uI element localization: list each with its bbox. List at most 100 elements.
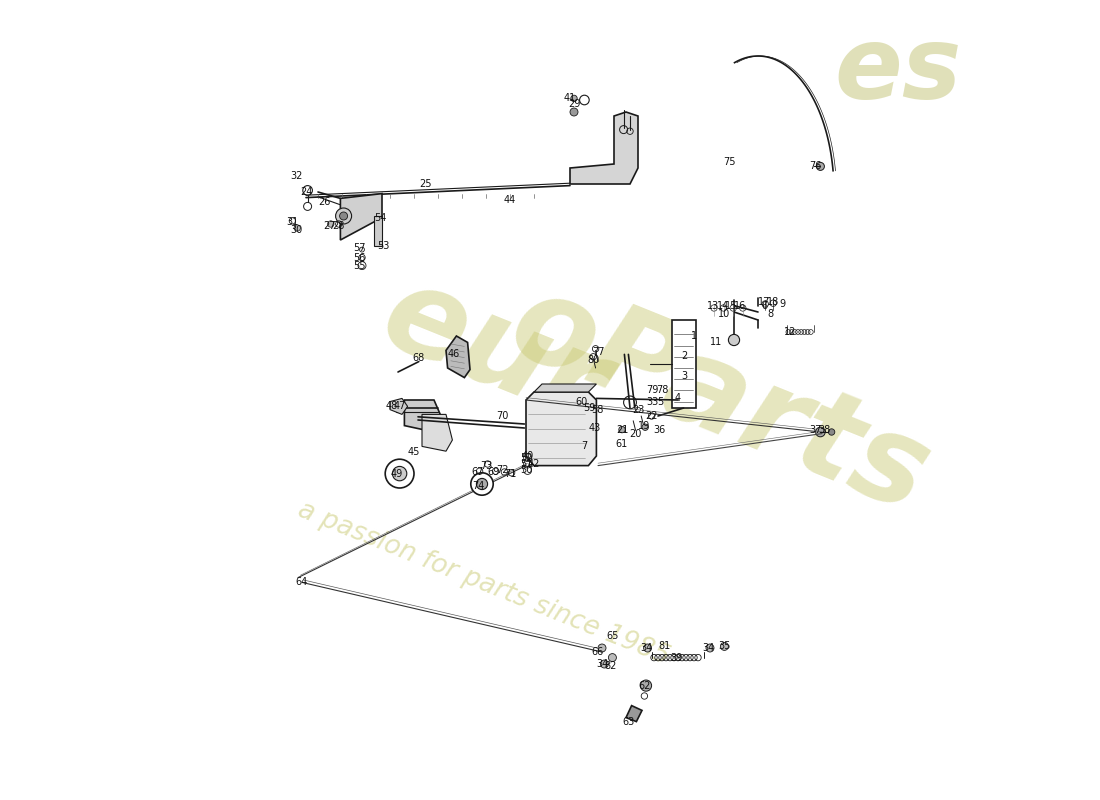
Text: 66: 66: [592, 647, 604, 657]
Circle shape: [608, 654, 616, 662]
Polygon shape: [374, 216, 382, 246]
Circle shape: [601, 660, 608, 668]
Text: 30: 30: [290, 225, 303, 234]
Text: 19: 19: [638, 422, 650, 431]
Text: 35: 35: [718, 641, 730, 650]
Circle shape: [476, 478, 487, 490]
Text: oParts: oParts: [494, 263, 946, 537]
Text: es: es: [834, 23, 961, 121]
Polygon shape: [570, 112, 638, 184]
Text: 73: 73: [480, 461, 492, 470]
Text: 26: 26: [318, 197, 331, 206]
Text: 34: 34: [640, 643, 652, 653]
Text: 65: 65: [606, 631, 618, 641]
Text: 20: 20: [629, 430, 641, 439]
Text: 67: 67: [472, 467, 484, 477]
Text: 21: 21: [616, 425, 628, 434]
Text: 45: 45: [408, 447, 420, 457]
Text: 48: 48: [385, 401, 398, 410]
Text: 44: 44: [504, 195, 516, 205]
Text: 6: 6: [761, 302, 768, 311]
Text: 49: 49: [390, 469, 403, 478]
Text: 71: 71: [504, 469, 516, 478]
Text: 12: 12: [784, 327, 796, 337]
Text: 79: 79: [646, 386, 659, 395]
Text: 32: 32: [290, 171, 303, 181]
Text: 72: 72: [496, 465, 508, 474]
Circle shape: [340, 212, 348, 220]
Polygon shape: [405, 400, 444, 432]
Text: 42: 42: [528, 459, 540, 469]
Text: 50: 50: [520, 466, 532, 475]
Polygon shape: [340, 194, 382, 240]
Text: 8: 8: [768, 310, 774, 319]
Text: 78: 78: [656, 386, 668, 395]
Circle shape: [728, 334, 739, 346]
Circle shape: [385, 459, 414, 488]
Text: 57: 57: [353, 243, 366, 253]
Polygon shape: [422, 414, 452, 451]
Circle shape: [815, 427, 825, 437]
Text: 64: 64: [296, 578, 308, 587]
Text: 74: 74: [472, 482, 484, 491]
Text: 11: 11: [711, 337, 723, 346]
Text: 55: 55: [353, 261, 366, 270]
Circle shape: [644, 644, 651, 652]
Bar: [672, 320, 695, 408]
Text: 81: 81: [658, 641, 671, 650]
Text: 39: 39: [670, 653, 682, 662]
Circle shape: [640, 680, 651, 691]
Polygon shape: [534, 384, 596, 392]
Text: 63: 63: [623, 717, 635, 726]
Text: 82: 82: [605, 661, 617, 670]
Text: 34: 34: [596, 659, 608, 669]
Text: 10: 10: [718, 310, 730, 319]
Circle shape: [571, 95, 578, 102]
Text: eur: eur: [366, 254, 624, 450]
Text: 76: 76: [810, 161, 822, 170]
Text: 77: 77: [592, 347, 604, 357]
Text: 2: 2: [681, 351, 688, 361]
Polygon shape: [390, 398, 408, 414]
Text: 62: 62: [638, 681, 650, 690]
Polygon shape: [446, 336, 470, 378]
Text: 27: 27: [323, 221, 337, 230]
Circle shape: [598, 644, 606, 652]
Text: 46: 46: [448, 349, 460, 358]
Circle shape: [706, 644, 714, 652]
Circle shape: [328, 221, 334, 227]
Text: 61: 61: [616, 439, 628, 449]
Text: 38: 38: [818, 426, 830, 435]
Text: 9: 9: [779, 299, 785, 309]
Text: 80: 80: [587, 355, 600, 365]
Text: 16: 16: [735, 302, 747, 311]
Text: 52: 52: [519, 453, 532, 462]
Circle shape: [642, 424, 648, 430]
Text: 41: 41: [563, 93, 575, 102]
Text: 17: 17: [758, 298, 771, 307]
Text: 25: 25: [420, 179, 432, 189]
Text: 28: 28: [332, 221, 344, 230]
Circle shape: [471, 473, 493, 495]
Text: 47: 47: [394, 401, 406, 410]
Text: 29: 29: [568, 99, 580, 109]
Circle shape: [294, 225, 300, 231]
Circle shape: [720, 642, 728, 650]
Text: 18: 18: [767, 298, 779, 307]
Circle shape: [816, 162, 824, 170]
Text: 36: 36: [653, 426, 666, 435]
Circle shape: [619, 426, 625, 433]
Text: 34: 34: [702, 643, 715, 653]
Text: 15: 15: [725, 302, 738, 311]
Text: 75: 75: [723, 157, 736, 166]
Text: 54: 54: [374, 213, 386, 222]
Text: 24: 24: [300, 187, 312, 197]
Text: 7: 7: [581, 441, 587, 450]
Text: 51: 51: [520, 459, 532, 469]
Text: 70: 70: [496, 411, 508, 421]
Text: 33: 33: [647, 397, 659, 406]
Circle shape: [828, 429, 835, 435]
Text: 4: 4: [675, 393, 681, 402]
Text: 1: 1: [691, 331, 697, 341]
Text: 59: 59: [583, 403, 595, 413]
